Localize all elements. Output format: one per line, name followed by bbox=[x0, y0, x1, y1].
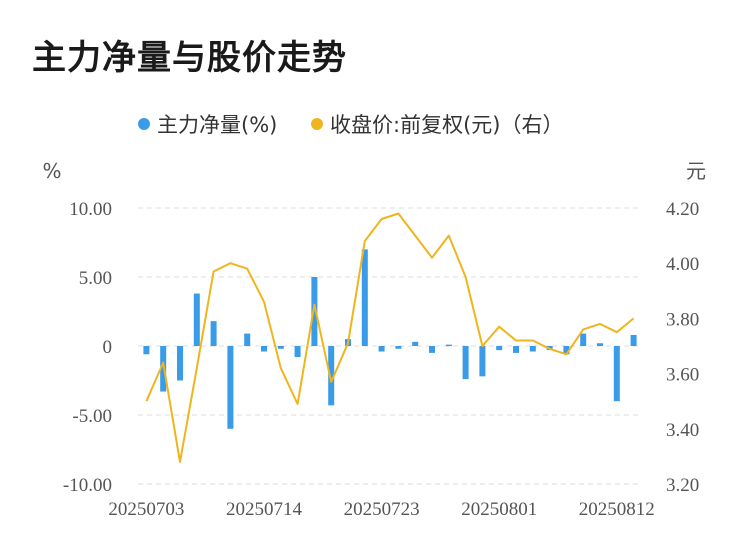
bar bbox=[630, 334, 637, 346]
bar bbox=[395, 346, 402, 349]
legend-bar-label: 主力净量(%) bbox=[157, 113, 277, 137]
left-tick-label: -5.00 bbox=[72, 406, 112, 427]
bar bbox=[227, 346, 234, 429]
bar bbox=[479, 346, 486, 377]
bar bbox=[613, 346, 620, 402]
x-axis: 20250703 20250714 20250723 20250801 20250812 bbox=[108, 499, 654, 520]
bar bbox=[563, 346, 570, 355]
bar bbox=[311, 277, 318, 346]
left-tick-label: -10.00 bbox=[63, 475, 112, 496]
right-axis: 4.20 4.00 3.80 3.60 3.40 3.20 bbox=[666, 199, 699, 496]
right-tick-label: 3.80 bbox=[666, 309, 699, 330]
right-tick-label: 3.20 bbox=[666, 475, 699, 496]
right-axis-unit: 元 bbox=[686, 159, 706, 183]
bar bbox=[496, 346, 503, 351]
line-series bbox=[145, 212, 635, 463]
bar bbox=[143, 346, 150, 355]
price-line bbox=[145, 212, 635, 463]
bar bbox=[261, 346, 267, 352]
left-axis-unit: % bbox=[42, 159, 61, 183]
left-tick-label: 10.00 bbox=[69, 199, 112, 220]
right-tick-label: 3.40 bbox=[666, 420, 699, 441]
x-tick-label: 20250723 bbox=[344, 499, 420, 520]
bar bbox=[597, 343, 603, 346]
bar bbox=[513, 346, 519, 353]
bar bbox=[328, 346, 335, 406]
bar bbox=[193, 293, 200, 346]
legend-line-label: 收盘价:前复权(元)（右） bbox=[330, 113, 563, 137]
right-tick-label: 3.60 bbox=[666, 365, 699, 386]
bar bbox=[294, 346, 301, 358]
x-tick-label: 20250801 bbox=[461, 499, 537, 520]
bar bbox=[462, 346, 469, 380]
bar-series bbox=[143, 249, 637, 429]
legend: 主力净量(%) 收盘价:前复权(元)（右） bbox=[138, 113, 563, 137]
left-tick-label: 5.00 bbox=[79, 268, 112, 289]
legend-bar-marker bbox=[138, 118, 150, 130]
bar bbox=[277, 346, 284, 349]
right-tick-label: 4.00 bbox=[666, 254, 699, 275]
left-axis: 10.00 5.00 0 -5.00 -10.00 bbox=[63, 199, 112, 496]
bar bbox=[378, 346, 385, 352]
x-tick-label: 20250714 bbox=[226, 499, 303, 520]
bar bbox=[429, 346, 435, 353]
chart-title: 主力净量与股价走势 bbox=[32, 38, 347, 78]
legend-line-marker bbox=[311, 118, 323, 130]
bar bbox=[445, 344, 452, 347]
right-tick-label: 4.20 bbox=[666, 199, 699, 220]
bar bbox=[244, 333, 251, 346]
bar bbox=[177, 346, 183, 381]
bar bbox=[580, 333, 587, 346]
left-tick-label: 0 bbox=[103, 337, 113, 358]
gridlines bbox=[138, 207, 642, 485]
x-tick-label: 20250812 bbox=[579, 499, 655, 520]
bar bbox=[412, 341, 419, 346]
x-tick-label: 20250703 bbox=[108, 499, 184, 520]
bar bbox=[210, 321, 217, 346]
bar bbox=[529, 346, 536, 352]
bar bbox=[160, 346, 167, 392]
bar bbox=[361, 249, 368, 346]
